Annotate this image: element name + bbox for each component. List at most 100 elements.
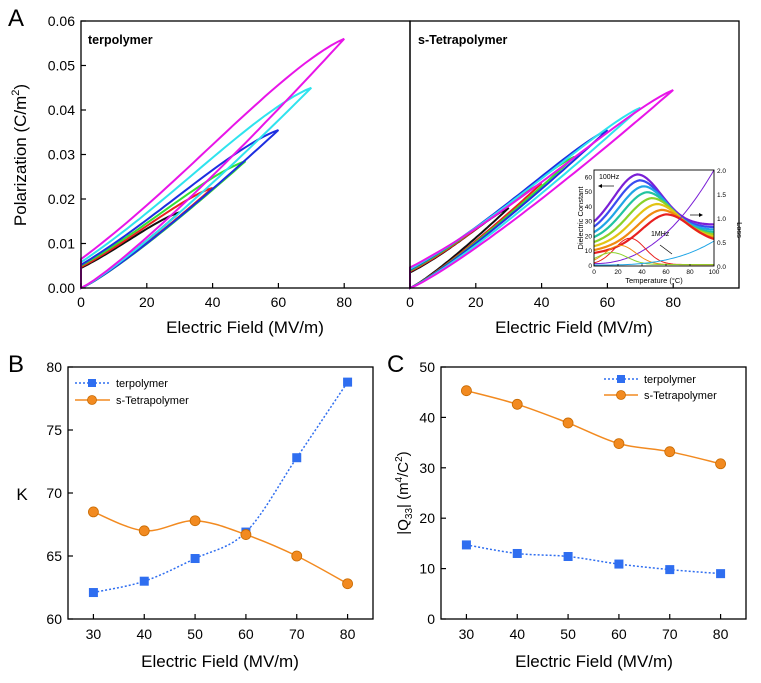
panel-a-x-ticks: 0 20 40 60 80 0 20 40 60 80 bbox=[77, 283, 681, 310]
b-point-s-tetrapolymer bbox=[342, 578, 353, 590]
inset-x-tick-label: 40 bbox=[638, 269, 646, 276]
b-y-tick-label: 80 bbox=[46, 359, 62, 375]
dielectric-curve bbox=[593, 179, 715, 229]
inset-arrow-loss-head bbox=[699, 213, 703, 217]
loop-30-mv-m bbox=[80, 211, 181, 290]
panel-a-ylabel: Polarization (C/m2) bbox=[10, 84, 30, 226]
c-point-terpolymer bbox=[716, 569, 726, 579]
y-tick-label: 0.05 bbox=[48, 58, 75, 74]
legend-s-tetrapolymer-marker bbox=[616, 390, 626, 400]
c-y-tick-label: 40 bbox=[419, 409, 435, 425]
dielectric-curve bbox=[593, 213, 715, 255]
c-point-s-tetrapolymer bbox=[461, 385, 472, 397]
c-point-terpolymer bbox=[614, 559, 624, 569]
panel-a-label: A bbox=[8, 5, 24, 32]
loss-curve bbox=[593, 252, 714, 266]
y-tick-label: 0.03 bbox=[48, 147, 75, 163]
panel-b-ylabel: K bbox=[16, 485, 28, 504]
inset-label-1mhz: 1MHz bbox=[651, 231, 670, 238]
panel-b-series bbox=[88, 377, 353, 598]
hysteresis-loops-terpolymer bbox=[80, 37, 345, 290]
x-tick-label: 0 bbox=[77, 294, 85, 310]
x-tick-label: 40 bbox=[205, 294, 221, 310]
panel-c-legend: terpolymer s-Tetrapolymer bbox=[604, 374, 717, 402]
b-x-tick-label: 50 bbox=[187, 626, 203, 642]
b-point-s-tetrapolymer bbox=[291, 550, 303, 562]
inset-y-right-tick-label: 1.5 bbox=[717, 192, 726, 199]
b-x-tick-label: 70 bbox=[289, 626, 305, 642]
c-y-tick-label: 20 bbox=[419, 510, 435, 526]
inset-arrow-100hz-head bbox=[598, 184, 602, 188]
inset-ticks: 0 20 40 60 80 100 0 10 20 30 40 50 60 0.0 0.5 1.0 1.5 2.0 bbox=[585, 168, 727, 276]
inset-y-right-tick-label: 2.0 bbox=[717, 168, 726, 175]
inset-curves bbox=[593, 169, 715, 266]
c-x-tick-label: 30 bbox=[459, 626, 475, 642]
panel-c-xlabel: Electric Field (MV/m) bbox=[515, 652, 673, 671]
panel-b-xlabel: Electric Field (MV/m) bbox=[141, 652, 299, 671]
b-y-tick-label: 65 bbox=[46, 548, 62, 564]
inset-y-left-tick-label: 30 bbox=[585, 219, 593, 226]
panel-a: A 0.000.010.020.030.040.050.06 0 20 40 60 80… bbox=[8, 5, 744, 337]
b-point-s-tetrapolymer bbox=[240, 529, 252, 540]
c-x-tick-label: 50 bbox=[560, 626, 576, 642]
panel-a-title-right: s-Tetrapolymer bbox=[418, 33, 508, 47]
loss-curve bbox=[594, 169, 715, 265]
b-x-tick-label: 80 bbox=[340, 626, 356, 642]
inset-y-left-tick-label: 10 bbox=[585, 248, 593, 255]
panel-b-legend: terpolymer s-Tetrapolymer bbox=[75, 378, 189, 407]
inset-ylabel-left: Dielectric Constant bbox=[576, 186, 585, 250]
c-point-s-tetrapolymer bbox=[511, 398, 523, 410]
loss-curve bbox=[594, 240, 715, 266]
loop-80-mv-m bbox=[80, 37, 345, 290]
c-y-tick-label: 30 bbox=[419, 460, 435, 476]
b-point-terpolymer bbox=[88, 588, 98, 598]
c-line-terpolymer bbox=[466, 544, 721, 575]
y-tick-label: 0.01 bbox=[48, 236, 75, 252]
dielectric-inset: 0 20 40 60 80 100 0 10 20 30 40 50 60 0.0 0.5 1.0 1.5 2.0… bbox=[576, 168, 744, 285]
b-point-s-tetrapolymer bbox=[189, 515, 201, 527]
panel-b-label: B bbox=[8, 351, 24, 378]
b-x-tick-label: 40 bbox=[136, 626, 152, 642]
loop-40-mv-m bbox=[409, 182, 543, 290]
x-tick-label: 20 bbox=[468, 294, 484, 310]
c-point-terpolymer bbox=[563, 552, 573, 562]
inset-x-tick-label: 80 bbox=[686, 269, 694, 276]
c-x-tick-label: 70 bbox=[662, 626, 678, 642]
panel-a-xlabel-left: Electric Field (MV/m) bbox=[166, 318, 324, 337]
loop-30-mv-m bbox=[409, 206, 510, 290]
y-tick-label: 0.02 bbox=[48, 191, 75, 207]
inset-x-tick-label: 20 bbox=[614, 269, 622, 276]
panel-c-ylabel: |Q33| (m4/C2) bbox=[394, 451, 415, 534]
panel-a-left-frame bbox=[80, 20, 411, 289]
inset-xlabel: Temperature (°C) bbox=[625, 276, 683, 285]
c-point-s-tetrapolymer bbox=[664, 446, 676, 458]
b-point-terpolymer bbox=[343, 377, 353, 387]
inset-y-left-tick-label: 60 bbox=[585, 174, 593, 181]
b-x-tick-label: 30 bbox=[86, 626, 102, 642]
x-tick-label: 80 bbox=[665, 294, 681, 310]
inset-arrow-1mhz bbox=[659, 244, 673, 255]
panel-c-ticks: 0 10 20 30 40 50 30 40 50 60 70 80 bbox=[419, 359, 728, 642]
panel-c: C 0 10 20 30 40 50 30 40 50 60 70 80 terpolymer s-T… bbox=[387, 351, 747, 671]
loop-60-mv-m bbox=[80, 129, 280, 290]
legend-terpolymer-label: terpolymer bbox=[644, 374, 696, 386]
loop-80-mv-m bbox=[409, 89, 674, 290]
legend-terpolymer-marker bbox=[617, 375, 625, 383]
c-y-tick-label: 0 bbox=[427, 611, 435, 627]
panel-c-label: C bbox=[387, 351, 404, 378]
inset-y-right-tick-label: 1.0 bbox=[717, 216, 726, 223]
c-point-terpolymer bbox=[461, 540, 471, 550]
y-tick-label: 0.04 bbox=[48, 102, 75, 118]
c-x-tick-label: 60 bbox=[611, 626, 627, 642]
b-point-terpolymer bbox=[190, 554, 200, 564]
c-point-s-tetrapolymer bbox=[562, 417, 574, 429]
panel-b: B 60 65 70 75 80 30 40 50 60 70 80 terpolymer s-Te… bbox=[8, 351, 374, 671]
legend-terpolymer-label: terpolymer bbox=[116, 378, 168, 390]
c-y-tick-label: 10 bbox=[419, 561, 435, 577]
b-point-s-tetrapolymer bbox=[88, 506, 99, 518]
inset-x-tick-label: 60 bbox=[662, 269, 670, 276]
y-tick-label: 0.06 bbox=[48, 13, 75, 29]
x-tick-label: 40 bbox=[534, 294, 550, 310]
loop-50-mv-m bbox=[80, 160, 247, 290]
